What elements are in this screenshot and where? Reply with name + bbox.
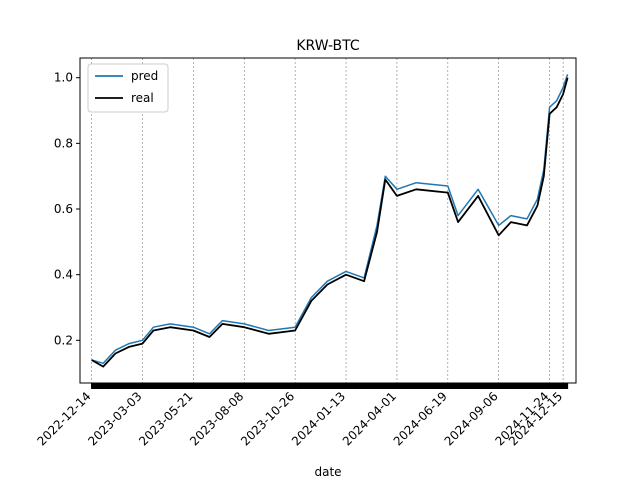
plot-frame — [79, 57, 577, 384]
y-tick-label: 0.8 — [54, 136, 73, 150]
legend-label-pred: pred — [131, 69, 158, 83]
x-tick-label: 2023-03-03 — [85, 389, 144, 448]
series-line-real — [91, 77, 569, 368]
x-tick-label: 2023-08-08 — [187, 389, 246, 448]
legend-label-real: real — [131, 91, 154, 105]
y-tick-label: 0.6 — [54, 202, 73, 216]
x-axis-label: date — [314, 465, 341, 479]
series-line-pred — [91, 74, 569, 365]
y-tick-label: 0.4 — [54, 268, 73, 282]
x-tick-label: 2023-05-21 — [136, 389, 195, 448]
y-axis: 0.2 0.4 0.6 0.8 1.0 — [54, 71, 80, 347]
series-layer — [91, 74, 569, 368]
x-tick-label: 2024-06-19 — [391, 389, 450, 448]
y-tick-label: 0.2 — [54, 333, 73, 347]
x-tick-label: 2024-09-06 — [442, 389, 501, 448]
x-tick-label: 2024-04-01 — [340, 389, 399, 448]
x-tick-label: 2024-01-13 — [289, 389, 348, 448]
legend: pred real — [87, 63, 169, 113]
chart-title: KRW-BTC — [296, 38, 360, 54]
y-tick-label: 1.0 — [54, 71, 73, 85]
x-tick-label: 2023-10-26 — [238, 389, 297, 448]
x-tick-label: 2022-12-14 — [34, 389, 93, 448]
x-axis: 2022-12-142023-03-032023-05-212023-08-08… — [34, 383, 569, 448]
